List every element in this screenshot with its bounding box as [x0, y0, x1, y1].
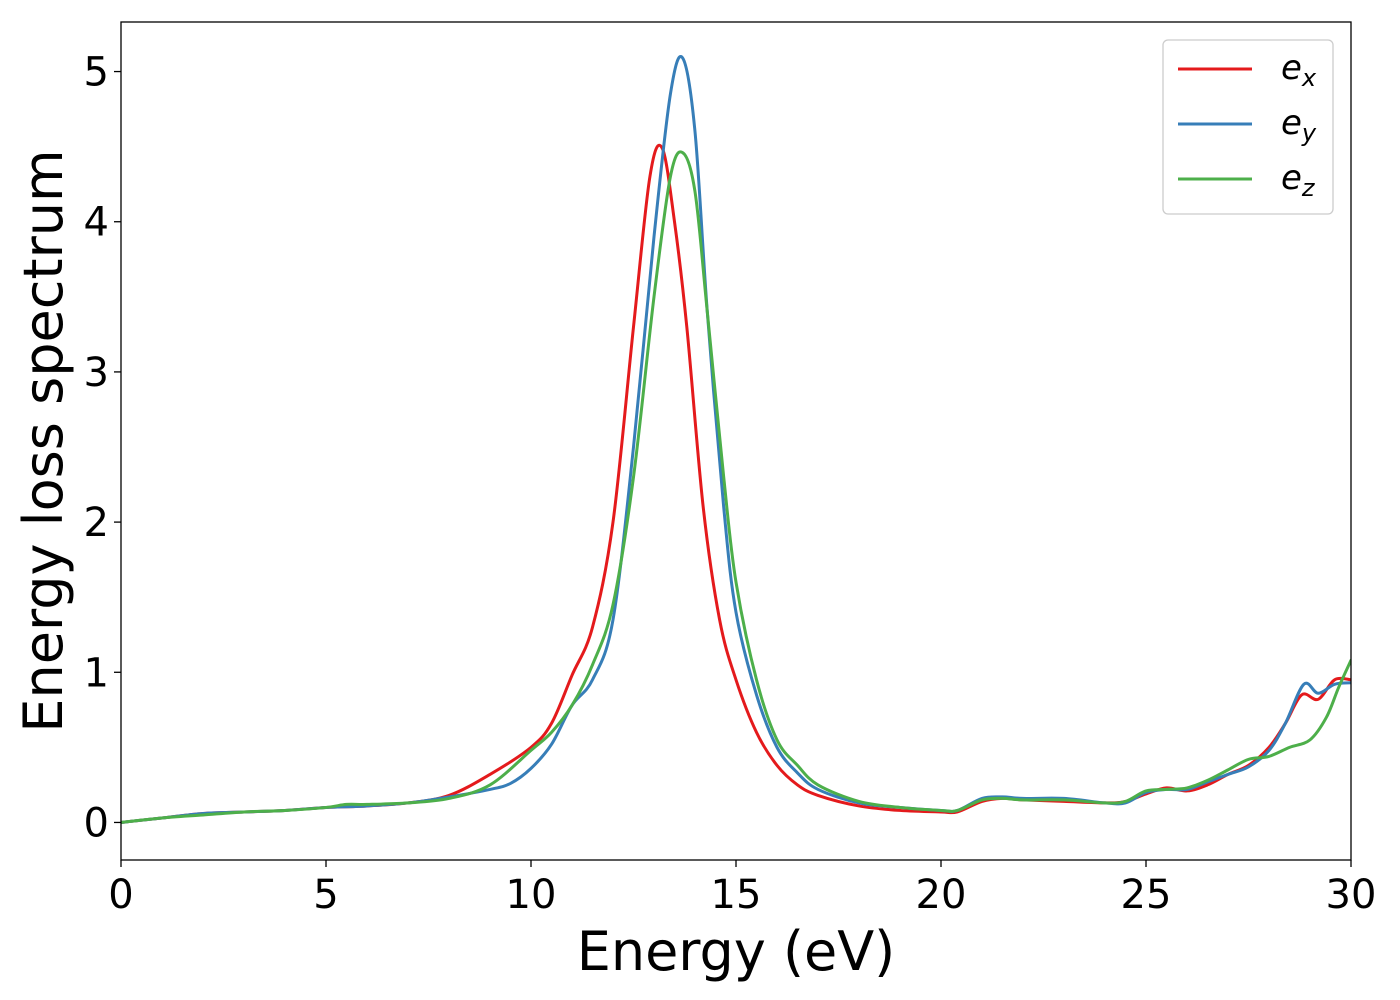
- y-tick-label: 3: [84, 350, 109, 396]
- series-line-ex: [121, 143, 1351, 824]
- x-tick-label: 5: [313, 872, 338, 918]
- x-tick-label: 0: [108, 872, 133, 918]
- y-tick-label: 2: [84, 500, 109, 546]
- legend-label-ey: ey: [1281, 103, 1317, 147]
- x-axis: 0 5 10 15 20 25 30: [108, 860, 1376, 918]
- legend-label-ex: ex: [1281, 48, 1317, 92]
- series-layer: [121, 55, 1351, 824]
- legend: ex ey ez: [1162, 39, 1334, 215]
- x-tick-label: 30: [1326, 872, 1377, 918]
- x-tick-label: 25: [1121, 872, 1172, 918]
- legend-box: [1162, 39, 1334, 215]
- y-axis-label: Energy loss spectrum: [12, 149, 75, 732]
- series-line-ey: [121, 55, 1351, 824]
- y-tick-label: 4: [84, 200, 109, 246]
- y-tick-label: 5: [84, 50, 109, 96]
- y-tick-label: 1: [84, 650, 109, 696]
- y-axis: 0 1 2 3 4 5: [84, 50, 121, 846]
- plot-area: [121, 22, 1351, 860]
- x-tick-label: 20: [916, 872, 967, 918]
- x-tick-label: 15: [711, 872, 762, 918]
- x-axis-label: Energy (eV): [577, 920, 896, 983]
- x-tick-label: 10: [506, 872, 557, 918]
- series-line-ez: [121, 150, 1351, 824]
- legend-label-ez: ez: [1281, 158, 1316, 202]
- y-tick-label: 0: [84, 800, 109, 846]
